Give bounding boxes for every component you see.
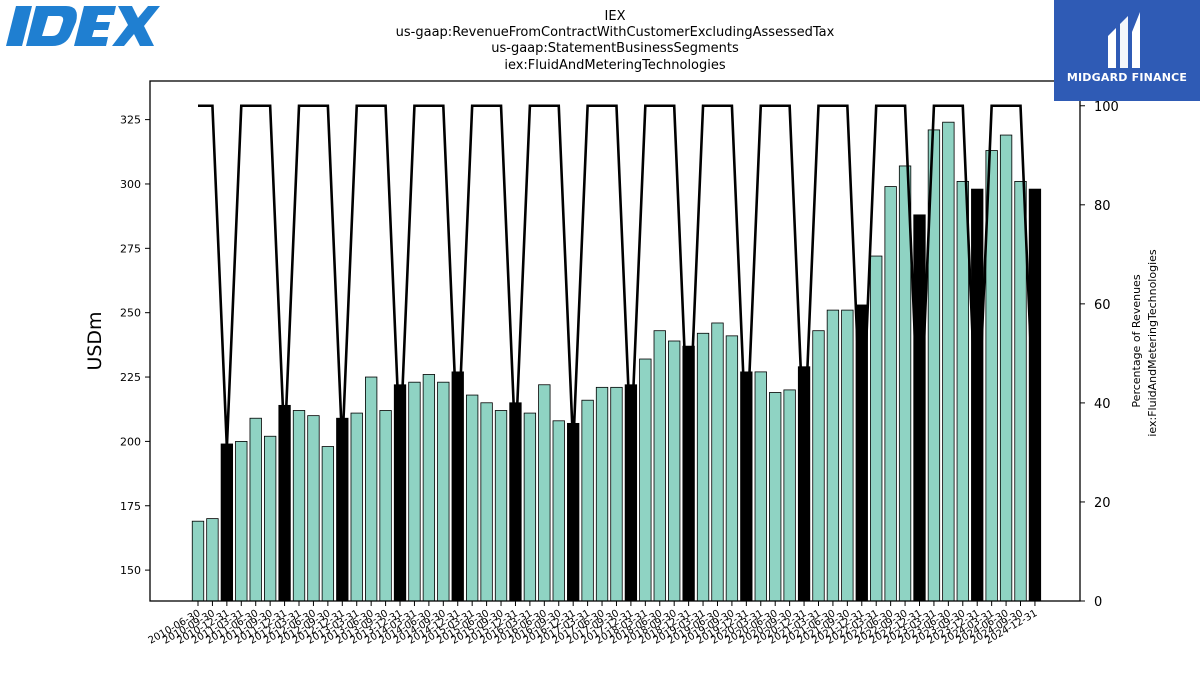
bar (783, 389, 796, 602)
midgard-brand-text: MIDGARD FINANCE (1066, 71, 1188, 84)
left-y-tick-label: 300 (120, 178, 141, 191)
bar (841, 309, 854, 602)
right-axis-label-line-2: iex:FluidAndMeteringTechnologies (1146, 249, 1159, 437)
right-axis-label-line-1: Percentage of Revenues (1130, 274, 1143, 407)
right-y-tick-label: 40 (1094, 397, 1111, 412)
right-y-tick-label: 0 (1094, 595, 1102, 610)
bar (956, 180, 969, 602)
left-y-tick-label: 150 (120, 564, 141, 577)
bar (263, 435, 277, 602)
bar (711, 322, 724, 602)
right-y-tick-label: 100 (1094, 100, 1119, 115)
bar (249, 417, 262, 602)
bar (494, 410, 508, 602)
left-y-tick-label: 275 (120, 242, 141, 255)
left-y-axis: 150 175 200 225 250 275 300 325 (120, 114, 150, 577)
bar (451, 371, 464, 602)
bar (653, 330, 666, 602)
bar (610, 386, 623, 602)
bar (740, 371, 753, 602)
bar (870, 255, 883, 602)
left-y-tick-label: 325 (120, 114, 141, 127)
bar (999, 134, 1013, 602)
bar (884, 186, 897, 602)
bar (567, 422, 580, 602)
chart-title: IEX us-gaap:RevenueFromContractWithCusto… (396, 9, 835, 73)
bar (538, 384, 551, 602)
bar (595, 386, 609, 602)
bar-series (191, 121, 1042, 602)
bar (422, 374, 436, 602)
percentage-line-series (198, 104, 1037, 448)
bar (365, 376, 378, 602)
midgard-finance-logo: MIDGARD FINANCE (1054, 0, 1200, 101)
bar (639, 358, 652, 602)
bar (292, 410, 306, 602)
bar (191, 520, 205, 602)
bar (379, 410, 392, 602)
bar (408, 381, 421, 602)
bar (668, 340, 681, 602)
bar (235, 440, 248, 602)
midgard-logo-mark (1108, 12, 1140, 68)
bar (725, 335, 739, 602)
bar (1014, 180, 1027, 602)
bar (769, 392, 782, 602)
bar (754, 371, 767, 602)
title-line-2: us-gaap:RevenueFromContractWithCustomerE… (396, 25, 835, 40)
bar (321, 446, 335, 602)
bar (437, 381, 450, 602)
left-y-tick-label: 225 (120, 371, 141, 384)
percentage-line (198, 104, 1037, 448)
bar (220, 443, 234, 602)
left-axis-label: USDm (84, 311, 106, 370)
left-y-tick-label: 175 (120, 500, 141, 513)
title-line-3: us-gaap:StatementBusinessSegments (491, 41, 739, 56)
bar (797, 366, 811, 602)
bar (523, 412, 537, 602)
idex-logo-mark (6, 6, 160, 46)
bar (466, 394, 479, 602)
bar (696, 332, 710, 602)
title-line-1: IEX (605, 9, 626, 24)
bar (206, 518, 219, 602)
bar (1028, 188, 1042, 602)
right-y-axis: 0 20 40 60 80 100 (1080, 100, 1119, 610)
left-y-tick-label: 250 (120, 307, 141, 320)
left-y-tick-label: 200 (120, 435, 141, 448)
bar (581, 399, 594, 602)
right-y-tick-label: 60 (1094, 298, 1111, 313)
right-y-tick-label: 20 (1094, 496, 1111, 511)
bar (812, 330, 825, 602)
bar (971, 188, 984, 602)
bar (913, 214, 926, 602)
bar (942, 121, 955, 602)
bar (682, 345, 695, 602)
bar (552, 420, 565, 602)
idex-logo (4, 4, 160, 48)
plot-frame (149, 80, 1081, 602)
bar (350, 412, 363, 602)
bar (826, 309, 840, 602)
bar (307, 415, 320, 602)
bar (480, 402, 493, 602)
x-axis: 2010-06-302010-09-302010-12-312011-03-31… (147, 601, 1039, 647)
title-line-4: iex:FluidAndMeteringTechnologies (504, 58, 726, 73)
right-y-tick-label: 80 (1094, 199, 1111, 214)
